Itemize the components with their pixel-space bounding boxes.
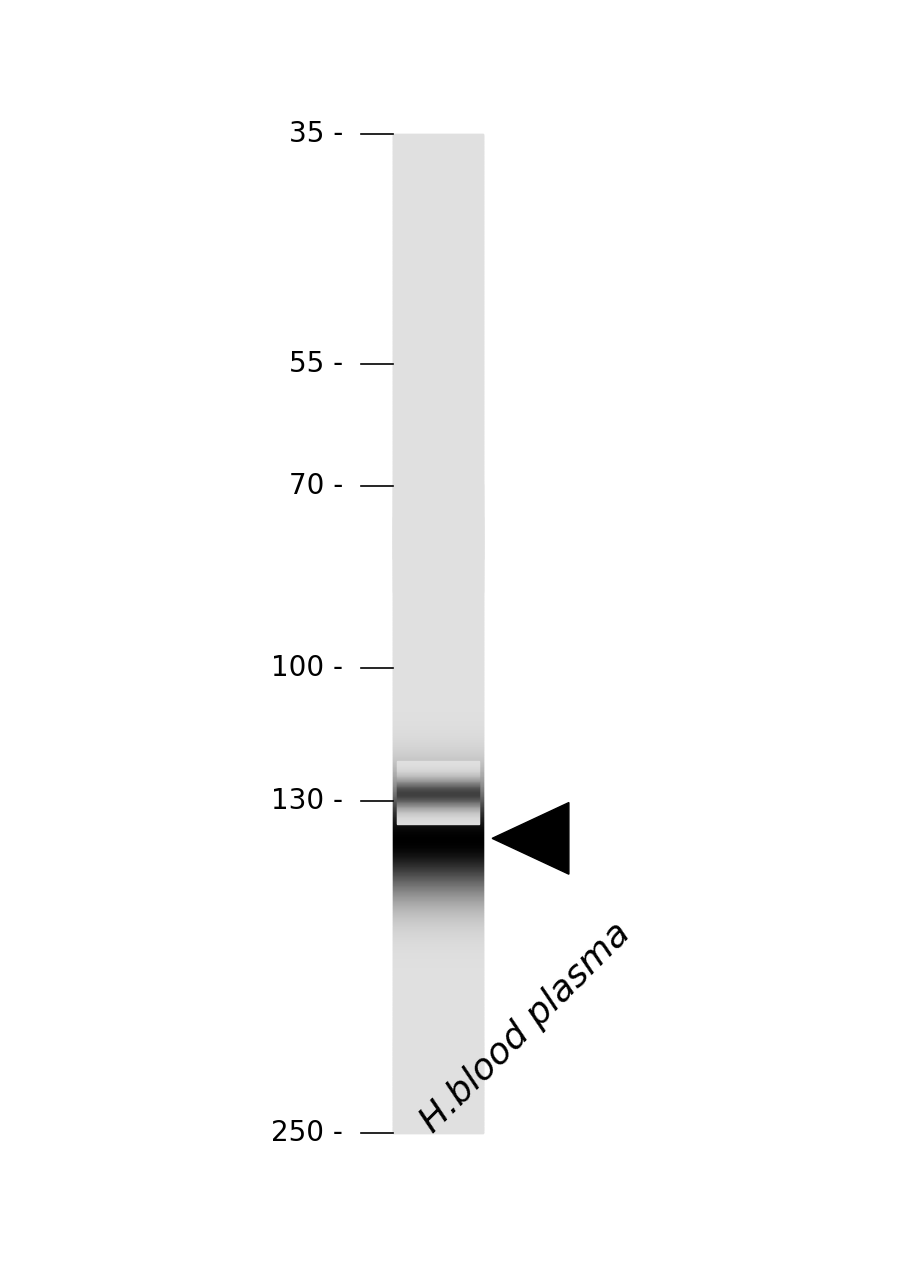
Bar — [392, 134, 483, 1133]
Text: 55 -: 55 - — [289, 349, 343, 378]
Text: H.blood plasma: H.blood plasma — [413, 916, 636, 1139]
Text: 100 -: 100 - — [271, 654, 343, 681]
Text: 250 -: 250 - — [271, 1119, 343, 1147]
Polygon shape — [492, 803, 568, 874]
Text: 130 -: 130 - — [271, 787, 343, 815]
Text: 35 -: 35 - — [289, 120, 343, 148]
Text: 70 -: 70 - — [289, 472, 343, 500]
